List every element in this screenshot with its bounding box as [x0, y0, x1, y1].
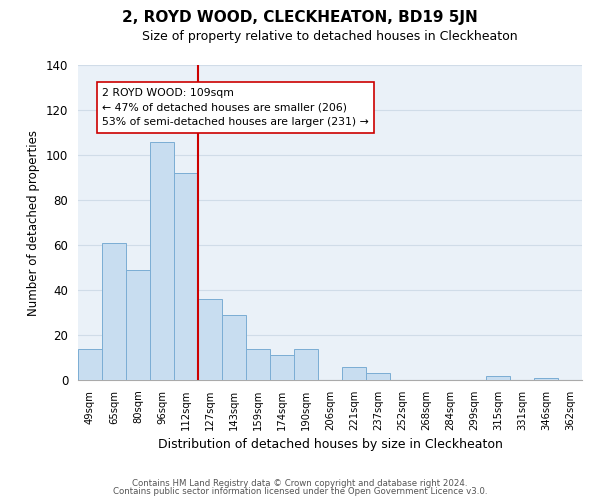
Bar: [126, 270, 150, 380]
Bar: [78, 348, 102, 380]
Text: Contains HM Land Registry data © Crown copyright and database right 2024.: Contains HM Land Registry data © Crown c…: [132, 478, 468, 488]
Y-axis label: Number of detached properties: Number of detached properties: [28, 130, 40, 316]
Bar: [294, 348, 318, 380]
Bar: [270, 355, 294, 380]
Bar: [174, 173, 198, 380]
Text: Contains public sector information licensed under the Open Government Licence v3: Contains public sector information licen…: [113, 487, 487, 496]
Bar: [198, 299, 222, 380]
Bar: [102, 243, 126, 380]
Bar: [342, 366, 366, 380]
Bar: [366, 373, 390, 380]
Bar: [534, 378, 558, 380]
Text: 2, ROYD WOOD, CLECKHEATON, BD19 5JN: 2, ROYD WOOD, CLECKHEATON, BD19 5JN: [122, 10, 478, 25]
Bar: [222, 315, 246, 380]
Title: Size of property relative to detached houses in Cleckheaton: Size of property relative to detached ho…: [142, 30, 518, 43]
Text: 2 ROYD WOOD: 109sqm
← 47% of detached houses are smaller (206)
53% of semi-detac: 2 ROYD WOOD: 109sqm ← 47% of detached ho…: [102, 88, 369, 127]
Bar: [150, 142, 174, 380]
Bar: [246, 348, 270, 380]
Bar: [486, 376, 510, 380]
X-axis label: Distribution of detached houses by size in Cleckheaton: Distribution of detached houses by size …: [158, 438, 502, 452]
